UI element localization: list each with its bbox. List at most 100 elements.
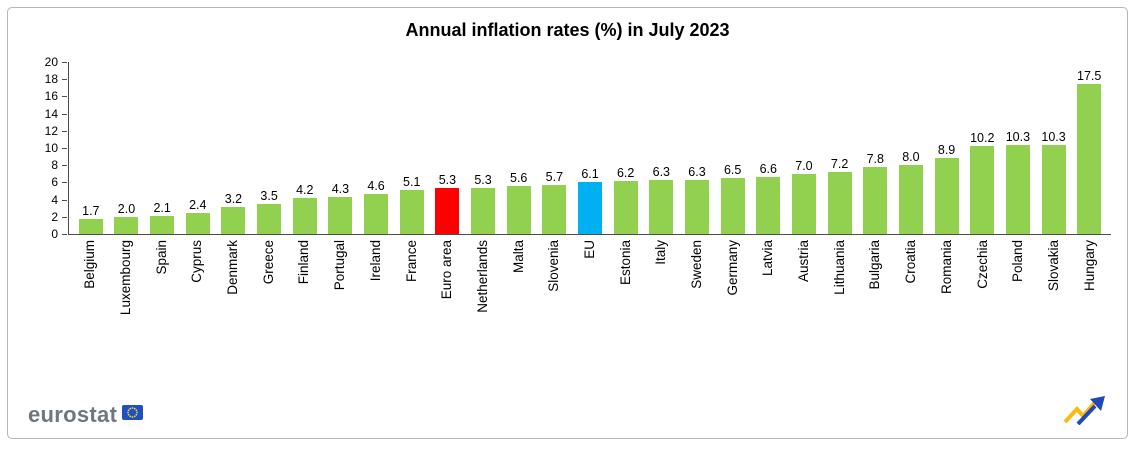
y-tick-mark: [62, 165, 67, 167]
bar: [1041, 145, 1066, 234]
x-axis-label: Croatia: [903, 240, 919, 284]
bar: [221, 206, 246, 234]
x-cell: Hungary: [1071, 240, 1107, 390]
bar-value-label: 5.7: [545, 170, 564, 184]
y-tick-label: 2: [51, 209, 58, 224]
y-tick-mark: [62, 62, 67, 63]
x-axis-label: EU: [581, 240, 597, 259]
bar-value-label: 4.3: [331, 182, 350, 196]
y-axis: 0 2 4 6 8 10 12 14 16 18 20: [22, 55, 68, 241]
bar-group: 10.3: [1036, 130, 1072, 234]
x-axis-label: Sweden: [689, 240, 705, 289]
bar: [970, 146, 995, 234]
bar: [150, 215, 175, 234]
bar-group: 17.5: [1071, 69, 1107, 234]
bar-group: 7.2: [822, 157, 858, 234]
bar-group: 6.6: [750, 162, 786, 234]
bar: [506, 185, 531, 234]
x-axis-label: Portugal: [332, 240, 348, 291]
x-cell: Portugal: [322, 240, 358, 390]
bar-group: 6.3: [679, 165, 715, 234]
y-tick-label: 4: [51, 192, 58, 207]
bar-group: 10.3: [1000, 130, 1036, 234]
bar-value-label: 5.6: [510, 170, 528, 185]
bar-group: 3.5: [251, 189, 287, 234]
y-tick-mark: [62, 182, 67, 184]
x-axis-label: Poland: [1010, 240, 1026, 283]
bar-value-label: 5.3: [438, 173, 457, 188]
x-axis-label: Ireland: [367, 240, 383, 282]
x-cell: France: [393, 240, 429, 390]
x-axis-label: Cyprus: [189, 240, 205, 283]
x-cell: Italy: [643, 240, 679, 390]
bar: [114, 216, 139, 234]
x-cell: Bulgaria: [857, 240, 893, 390]
x-axis-label: Latvia: [760, 240, 776, 277]
bar: [292, 197, 317, 234]
bar-group: 6.1: [572, 166, 608, 234]
y-tick-label: 12: [44, 123, 58, 138]
bar-value-label: 6.3: [652, 164, 671, 179]
x-cell: Slovakia: [1036, 240, 1072, 390]
x-cell: Euro area: [429, 240, 465, 390]
x-cell: Denmark: [215, 240, 251, 390]
x-axis-labels: Belgium Luxembourg Spain Cyprus Denmark Greec…: [68, 240, 1111, 390]
bar-value-label: 6.6: [759, 162, 777, 177]
x-axis-label: Estonia: [617, 240, 633, 286]
bar: [364, 194, 389, 234]
x-axis-label: Spain: [153, 240, 169, 275]
x-cell: Belgium: [72, 240, 108, 390]
bar-group: 3.2: [216, 191, 252, 234]
bar: [898, 165, 923, 234]
y-tick-mark: [62, 130, 67, 132]
bar: [78, 219, 103, 234]
bar-group: 6.3: [644, 165, 680, 234]
bar: [399, 190, 424, 234]
bar-group: 10.2: [964, 131, 1000, 234]
x-axis-label: Czechia: [974, 240, 990, 289]
x-cell: Slovenia: [536, 240, 572, 390]
bar-group: 5.1: [394, 175, 430, 234]
bar-group: 2.1: [144, 201, 180, 234]
x-axis-label: Bulgaria: [867, 240, 883, 290]
x-cell: Luxembourg: [108, 240, 144, 390]
y-tick-label: 10: [44, 141, 58, 155]
bar: [863, 166, 888, 234]
bar-group: 2.4: [180, 198, 216, 234]
bar: [185, 213, 210, 234]
bar-value-label: 5.3: [474, 173, 492, 188]
bar-value-label: 3.2: [224, 191, 243, 206]
chart-title: Annual inflation rates (%) in July 2023: [405, 20, 730, 40]
bar: [684, 179, 709, 234]
bar-group: 5.3: [430, 173, 466, 234]
x-axis-label: Malta: [510, 240, 526, 274]
bar-group: 7.0: [786, 159, 822, 234]
bar-value-label: 3.5: [260, 188, 278, 203]
x-axis-label: Belgium: [82, 240, 98, 289]
bar-group: 5.7: [537, 170, 573, 234]
bar-value-label: 10.2: [970, 131, 995, 146]
y-tick-label: 20: [44, 55, 58, 69]
x-axis-label: Netherlands: [474, 240, 490, 313]
bar-value-label: 7.0: [795, 158, 813, 173]
bar-group: 4.2: [287, 183, 323, 234]
x-cell: Greece: [250, 240, 286, 390]
plot-area: 1.7 2.0 2.1 2.4 3.2 3.5 4.2 4.3 4.6 5.1 5.3 5.3 5.6 5…: [68, 62, 1111, 235]
x-cell: Malta: [500, 240, 536, 390]
chart-frame: Annual inflation rates (%) in July 2023 …: [7, 7, 1128, 439]
bar: [328, 197, 353, 234]
bar-value-label: 6.1: [581, 166, 599, 181]
bar-value-label: 4.2: [296, 182, 314, 197]
y-tick-mark: [62, 96, 67, 98]
bar-group: 8.0: [893, 150, 929, 234]
bar-group: 7.8: [857, 152, 893, 234]
bar-value-label: 6.5: [723, 163, 742, 178]
bar-group: 8.9: [929, 143, 965, 234]
bar: [613, 180, 638, 234]
x-axis-label: Greece: [260, 240, 276, 285]
bar-group: 5.3: [465, 173, 501, 234]
y-tick-label: 16: [44, 89, 58, 104]
x-cell: Finland: [286, 240, 322, 390]
bar-group: 4.3: [323, 182, 359, 234]
x-axis-label: Austria: [796, 240, 812, 283]
